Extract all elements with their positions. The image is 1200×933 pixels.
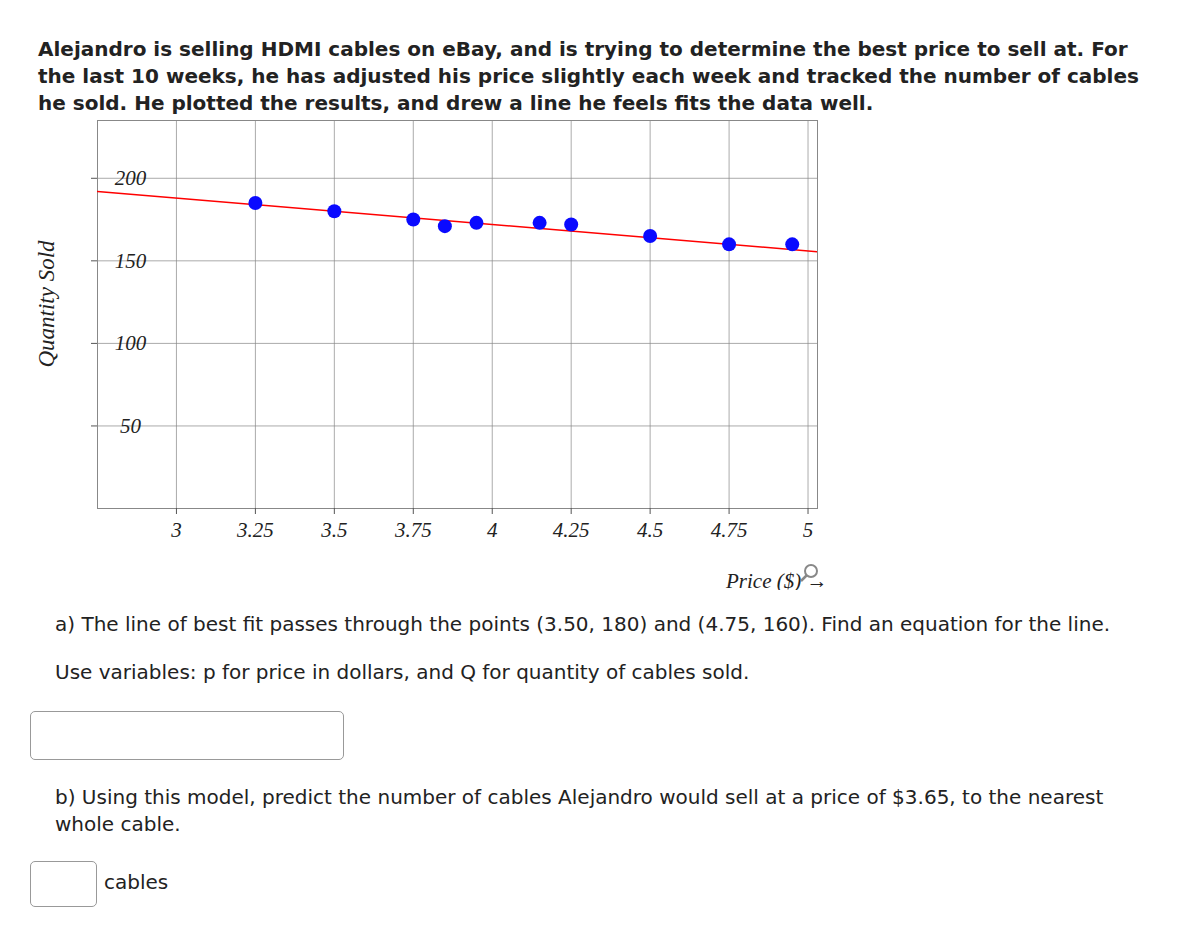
html-text:a) The line of best fit passes: a) The line of best fit passes through t… (55, 612, 1111, 636)
svg-text:3: 3 (170, 518, 182, 542)
html-text:Use variables: p for price in: Use variables: p for price in dollars, a… (55, 660, 750, 684)
svg-text:Price ($) →: Price ($) → (725, 569, 827, 591)
html-text:Quantity Sold: Quantity Sold (34, 240, 59, 368)
html-text:Alejandro is selling HDMI cabl: Alejandro is selling HDMI cables on eBay… (38, 37, 1139, 115)
svg-text:4.25: 4.25 (553, 518, 590, 542)
svg-text:50: 50 (120, 414, 142, 438)
html-text:b) Using this model, predict t: b) Using this model, predict the number … (55, 785, 1104, 836)
svg-text:4: 4 (487, 518, 498, 542)
svg-text:3.75: 3.75 (394, 518, 432, 542)
html-text:cables: cables (104, 870, 169, 894)
svg-text:4.75: 4.75 (711, 518, 748, 542)
svg-text:200: 200 (115, 166, 147, 190)
svg-text:3.25: 3.25 (236, 518, 274, 542)
svg-text:4.5: 4.5 (637, 518, 663, 542)
svg-text:5: 5 (803, 518, 814, 542)
svg-text:3.5: 3.5 (320, 518, 347, 542)
svg-text:150: 150 (115, 249, 147, 273)
svg-text:100: 100 (115, 331, 147, 355)
